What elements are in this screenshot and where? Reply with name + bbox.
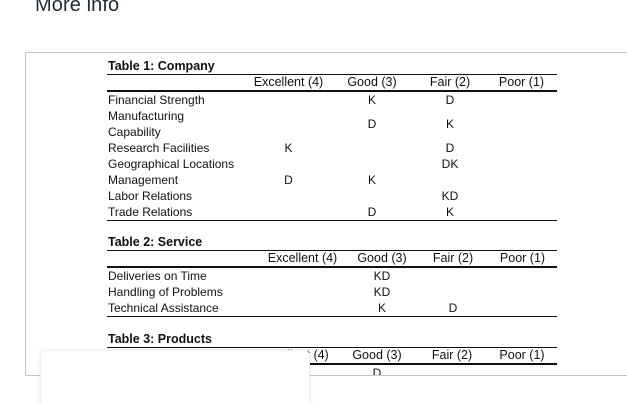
question-image-frame: Table 1: Company Excellent (4) Good (3) … bbox=[25, 52, 627, 376]
cell-fair: D bbox=[418, 300, 488, 317]
cell-fair: K bbox=[445, 117, 454, 131]
cell-poor bbox=[486, 172, 557, 188]
row-label: Labor Relations bbox=[108, 189, 193, 203]
cell-poor bbox=[487, 364, 557, 375]
cell-good: K bbox=[367, 93, 376, 107]
row-label-line-2: Capability bbox=[108, 125, 161, 139]
table-row: Geographical Locations DK bbox=[107, 156, 557, 172]
cell-good: D bbox=[337, 364, 417, 375]
cell-poor bbox=[486, 156, 557, 172]
cell-good: K bbox=[346, 300, 418, 317]
column-header-poor: Poor (1) bbox=[486, 74, 557, 92]
table-row: Trade Relations D K bbox=[107, 204, 557, 221]
column-header-poor: Poor (1) bbox=[487, 347, 557, 365]
floating-overlay-card bbox=[40, 350, 310, 403]
cell-good: D bbox=[330, 204, 414, 221]
cell-excellent bbox=[259, 284, 346, 300]
table-row: Technical Assistance K D bbox=[107, 300, 557, 317]
table-row: Financial Strength K D bbox=[107, 91, 557, 108]
cell-fair bbox=[417, 364, 487, 375]
spacer bbox=[107, 317, 557, 331]
cell-excellent bbox=[259, 267, 346, 284]
table-row: Deliveries on Time KD bbox=[107, 267, 557, 284]
cell-fair bbox=[418, 284, 488, 300]
row-label: Handling of Problems bbox=[108, 285, 223, 299]
table-row: Manufacturing Capability D K bbox=[107, 108, 557, 140]
table-row: Handling of Problems KD bbox=[107, 284, 557, 300]
cell-fair: D bbox=[445, 141, 455, 155]
column-header-excellent: Excellent (4) bbox=[247, 74, 330, 92]
cell-excellent bbox=[247, 204, 330, 221]
cell-excellent bbox=[247, 91, 330, 108]
cell-poor bbox=[486, 188, 557, 204]
cell-good: D bbox=[367, 117, 377, 131]
column-header-poor: Poor (1) bbox=[488, 250, 557, 268]
column-header-good: Good (3) bbox=[337, 347, 417, 365]
table-header-row: Excellent (4) Good (3) Fair (2) Poor (1) bbox=[107, 250, 557, 268]
column-header-blank bbox=[107, 250, 259, 268]
row-label: Deliveries on Time bbox=[108, 269, 207, 283]
cell-good: K bbox=[367, 173, 376, 187]
column-header-fair: Fair (2) bbox=[418, 250, 488, 268]
row-label: Financial Strength bbox=[108, 93, 205, 107]
table-row: Research Facilities K D bbox=[107, 140, 557, 156]
cell-good: KD bbox=[373, 269, 391, 283]
cell-poor bbox=[486, 140, 557, 156]
row-label: Trade Relations bbox=[107, 204, 247, 221]
cell-poor bbox=[488, 300, 557, 317]
cell-fair: DK bbox=[441, 157, 459, 171]
cell-fair: K bbox=[414, 204, 486, 221]
company-rating-table: Excellent (4) Good (3) Fair (2) Poor (1)… bbox=[107, 74, 557, 221]
row-label: Technical Assistance bbox=[107, 300, 259, 317]
cell-poor bbox=[486, 204, 557, 221]
column-header-good: Good (3) bbox=[330, 74, 414, 92]
cell-good: KD bbox=[373, 285, 391, 299]
cell-poor bbox=[488, 284, 557, 300]
row-label: Research Facilities bbox=[108, 141, 210, 155]
cell-excellent: K bbox=[284, 141, 293, 155]
table-header-row: Excellent (4) Good (3) Fair (2) Poor (1) bbox=[107, 74, 557, 92]
cell-good bbox=[330, 156, 414, 172]
cell-fair bbox=[418, 267, 488, 284]
cell-excellent bbox=[259, 300, 346, 317]
column-header-fair: Fair (2) bbox=[414, 74, 486, 92]
cell-good bbox=[330, 140, 414, 156]
column-header-good: Good (3) bbox=[346, 250, 418, 268]
table-row: Labor Relations KD bbox=[107, 188, 557, 204]
column-header-fair: Fair (2) bbox=[417, 347, 487, 365]
table-row: Management D K bbox=[107, 172, 557, 188]
service-rating-table: Excellent (4) Good (3) Fair (2) Poor (1)… bbox=[107, 250, 557, 317]
column-header-blank bbox=[107, 74, 247, 92]
table-2-title: Table 2: Service bbox=[108, 235, 203, 249]
cell-poor bbox=[486, 108, 557, 140]
cell-fair bbox=[414, 172, 486, 188]
row-label: Management bbox=[108, 173, 179, 187]
spacer bbox=[107, 221, 557, 234]
table-1-title: Table 1: Company bbox=[108, 59, 215, 73]
cell-excellent bbox=[247, 156, 330, 172]
more-info-heading: More info bbox=[35, 0, 120, 16]
rating-document: Table 1: Company Excellent (4) Good (3) … bbox=[107, 58, 557, 375]
column-header-excellent: Excellent (4) bbox=[259, 250, 346, 268]
row-label: Manufacturing Capability bbox=[107, 108, 247, 140]
cell-poor bbox=[488, 267, 557, 284]
cell-excellent bbox=[247, 188, 330, 204]
cell-fair: D bbox=[445, 93, 455, 107]
cell-poor bbox=[486, 91, 557, 108]
cell-excellent bbox=[247, 108, 330, 140]
row-label-line-1: Manufacturing bbox=[108, 109, 185, 123]
cell-excellent: D bbox=[284, 173, 293, 187]
row-label: Geographical Locations bbox=[108, 157, 235, 171]
table-3-title: Table 3: Products bbox=[108, 332, 212, 346]
cell-good bbox=[330, 188, 414, 204]
cell-fair: KD bbox=[441, 189, 459, 203]
